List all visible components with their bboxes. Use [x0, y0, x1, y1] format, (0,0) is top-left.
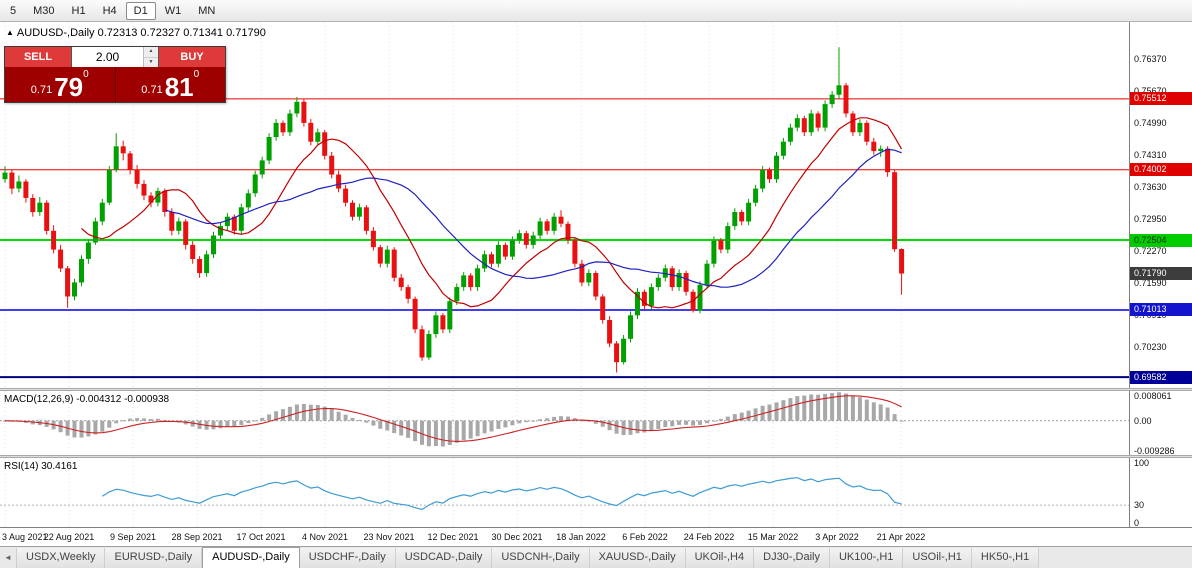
chart-tab-usdcnh-daily[interactable]: USDCNH-,Daily — [492, 548, 590, 568]
date-axis-label: 4 Nov 2021 — [301, 532, 349, 542]
lot-decrease-icon[interactable]: ▼ — [144, 57, 158, 67]
price-tick: 0.76370 — [1134, 54, 1167, 64]
macd-chart-canvas[interactable] — [0, 391, 1129, 455]
one-click-trading-panel: SELL ▲ ▼ BUY 0.71 79 0 0.71 — [4, 46, 226, 103]
buy-price-small: 0.71 — [141, 84, 163, 96]
lot-size-input[interactable] — [72, 47, 143, 67]
chart-tab-uk100-h1[interactable]: UK100-,H1 — [829, 548, 904, 568]
rsi-axis-tick: 0 — [1134, 518, 1140, 528]
date-axis[interactable]: 3 Aug 2021 22 Aug 2021 9 Sep 2021 28 Sep 20… — [0, 527, 1192, 546]
price-tick: 0.73630 — [1134, 182, 1167, 192]
sell-price-big: 79 — [54, 72, 84, 102]
sell-price-display[interactable]: 0.71 79 0 — [5, 67, 116, 102]
price-level-badge: 0.69582 — [1130, 371, 1192, 384]
price-level-badge: 0.74002 — [1130, 163, 1192, 176]
buy-button[interactable]: BUY — [159, 47, 225, 67]
price-level-badge: 0.72504 — [1130, 234, 1192, 247]
date-axis-label: 6 Feb 2022 — [622, 532, 668, 542]
date-axis-label: 3 Apr 2022 — [815, 532, 859, 542]
rsi-chart-canvas[interactable] — [0, 458, 1129, 527]
date-axis-label: 30 Dec 2021 — [491, 532, 543, 542]
sell-price-small: 0.71 — [30, 84, 53, 96]
date-axis-label: 24 Feb 2022 — [683, 532, 735, 542]
chart-tab-audusd-daily[interactable]: AUDUSD-,Daily — [202, 547, 300, 568]
buy-price-big: 81 — [164, 72, 194, 102]
rsi-indicator-pane[interactable]: RSI(14) 30.4161 — [0, 458, 1129, 527]
timeframe-button-h1[interactable]: H1 — [71, 4, 86, 17]
chart-tab-xauusd-daily[interactable]: XAUUSD-,Daily — [589, 548, 686, 568]
lot-size-stepper: ▲ ▼ — [143, 47, 158, 67]
macd-indicator-pane[interactable]: MACD(12,26,9) -0.004312 -0.000938 — [0, 391, 1129, 455]
timeframe-button-w1[interactable]: W1 — [164, 4, 182, 17]
chart-tab-usdx-weekly[interactable]: USDX,Weekly — [17, 548, 106, 568]
date-axis-label: 23 Nov 2021 — [363, 532, 415, 542]
date-axis-label: 18 Jan 2022 — [556, 532, 606, 542]
chart-tab-usoil-h1[interactable]: USOil-,H1 — [903, 548, 972, 568]
timeframe-button-m30[interactable]: M30 — [33, 4, 55, 17]
price-axis[interactable]: 0.76370 0.75670 0.74990 0.74310 0.73630 0.729… — [1129, 22, 1192, 528]
macd-axis-tick: 0.00 — [1134, 416, 1152, 426]
chart-tab-eurusd-daily[interactable]: EURUSD-,Daily — [105, 548, 203, 568]
pane-splitter[interactable] — [0, 455, 1192, 458]
chart-ohlc-values: 0.72313 0.72327 0.71341 0.71790 — [97, 27, 266, 39]
rsi-value: 30.4161 — [41, 461, 78, 472]
price-tick: 0.71590 — [1134, 278, 1167, 288]
price-level-badge: 0.75512 — [1130, 92, 1192, 105]
date-axis-label: 22 Aug 2021 — [43, 532, 95, 542]
timeframe-toolbar: 5 M30 H1 H4 D1 W1 MN — [0, 0, 1192, 22]
date-axis-label: 15 Mar 2022 — [747, 532, 799, 542]
date-axis-label: 21 Apr 2022 — [876, 532, 926, 542]
price-tick: 0.70230 — [1134, 342, 1167, 352]
price-tick: 0.74990 — [1134, 118, 1167, 128]
tab-scroll-left-icon[interactable]: ◄ — [0, 548, 17, 568]
rsi-axis-tick: 100 — [1134, 458, 1150, 468]
price-tick: 0.72270 — [1134, 246, 1167, 256]
chart-tab-usdchf-daily[interactable]: USDCHF-,Daily — [299, 548, 396, 568]
date-axis-label: 17 Oct 2021 — [236, 532, 286, 542]
price-tick: 0.75670 — [1134, 86, 1167, 96]
lot-increase-icon[interactable]: ▲ — [144, 47, 158, 58]
sell-price-pip: 0 — [83, 69, 89, 80]
pane-splitter[interactable] — [0, 388, 1192, 391]
timeframe-button-5[interactable]: 5 — [10, 4, 17, 17]
one-click-collapse-icon[interactable]: ▲ — [6, 28, 14, 37]
timeframe-button-mn[interactable]: MN — [198, 4, 216, 17]
rsi-label: RSI(14) 30.4161 — [4, 461, 78, 472]
buy-price-pip: 0 — [193, 69, 200, 80]
price-tick: 0.74310 — [1134, 150, 1167, 160]
chart-tab-ukoil-h4[interactable]: UKOil-,H4 — [685, 548, 755, 568]
sell-button[interactable]: SELL — [5, 47, 71, 67]
date-axis-label: 3 Aug 2021 — [2, 532, 48, 542]
price-level-badge: 0.71790 — [1130, 267, 1192, 280]
lot-size-box: ▲ ▼ — [71, 47, 159, 67]
chart-tab-usdcad-daily[interactable]: USDCAD-,Daily — [395, 548, 493, 568]
timeframe-button-h4[interactable]: H4 — [102, 4, 117, 17]
macd-label: MACD(12,26,9) -0.004312 -0.000938 — [4, 394, 170, 405]
main-chart-pane[interactable]: ▲ AUDUSD-,Daily 0.72313 0.72327 0.71341 0… — [0, 22, 1129, 388]
rsi-axis-tick: 30 — [1134, 500, 1145, 510]
price-tick: 0.72950 — [1134, 214, 1167, 224]
timeframe-button-d1[interactable]: D1 — [125, 1, 156, 20]
chart-header: ▲ AUDUSD-,Daily 0.72313 0.72327 0.71341 0… — [6, 27, 266, 39]
price-level-badge: 0.71013 — [1130, 303, 1192, 316]
buy-price-display[interactable]: 0.71 81 0 — [116, 67, 226, 102]
macd-axis-tick: -0.009286 — [1134, 446, 1175, 456]
macd-axis-tick: 0.008061 — [1134, 391, 1172, 401]
chart-tab-dj30-daily[interactable]: DJ30-,Daily — [754, 548, 830, 568]
chart-symbol-title: AUDUSD-,Daily — [16, 27, 95, 39]
chart-tabs-bar: ◄ USDX,Weekly EURUSD-,Daily AUDUSD-,Daily US… — [0, 546, 1192, 568]
macd-values: -0.004312 -0.000938 — [76, 394, 170, 405]
chart-tab-hk50-h1[interactable]: HK50-,H1 — [971, 548, 1040, 568]
date-axis-label: 9 Sep 2021 — [109, 532, 157, 542]
candlestick-chart-canvas[interactable] — [0, 22, 1129, 388]
date-axis-label: 12 Dec 2021 — [427, 532, 479, 542]
date-axis-label: 28 Sep 2021 — [171, 532, 223, 542]
